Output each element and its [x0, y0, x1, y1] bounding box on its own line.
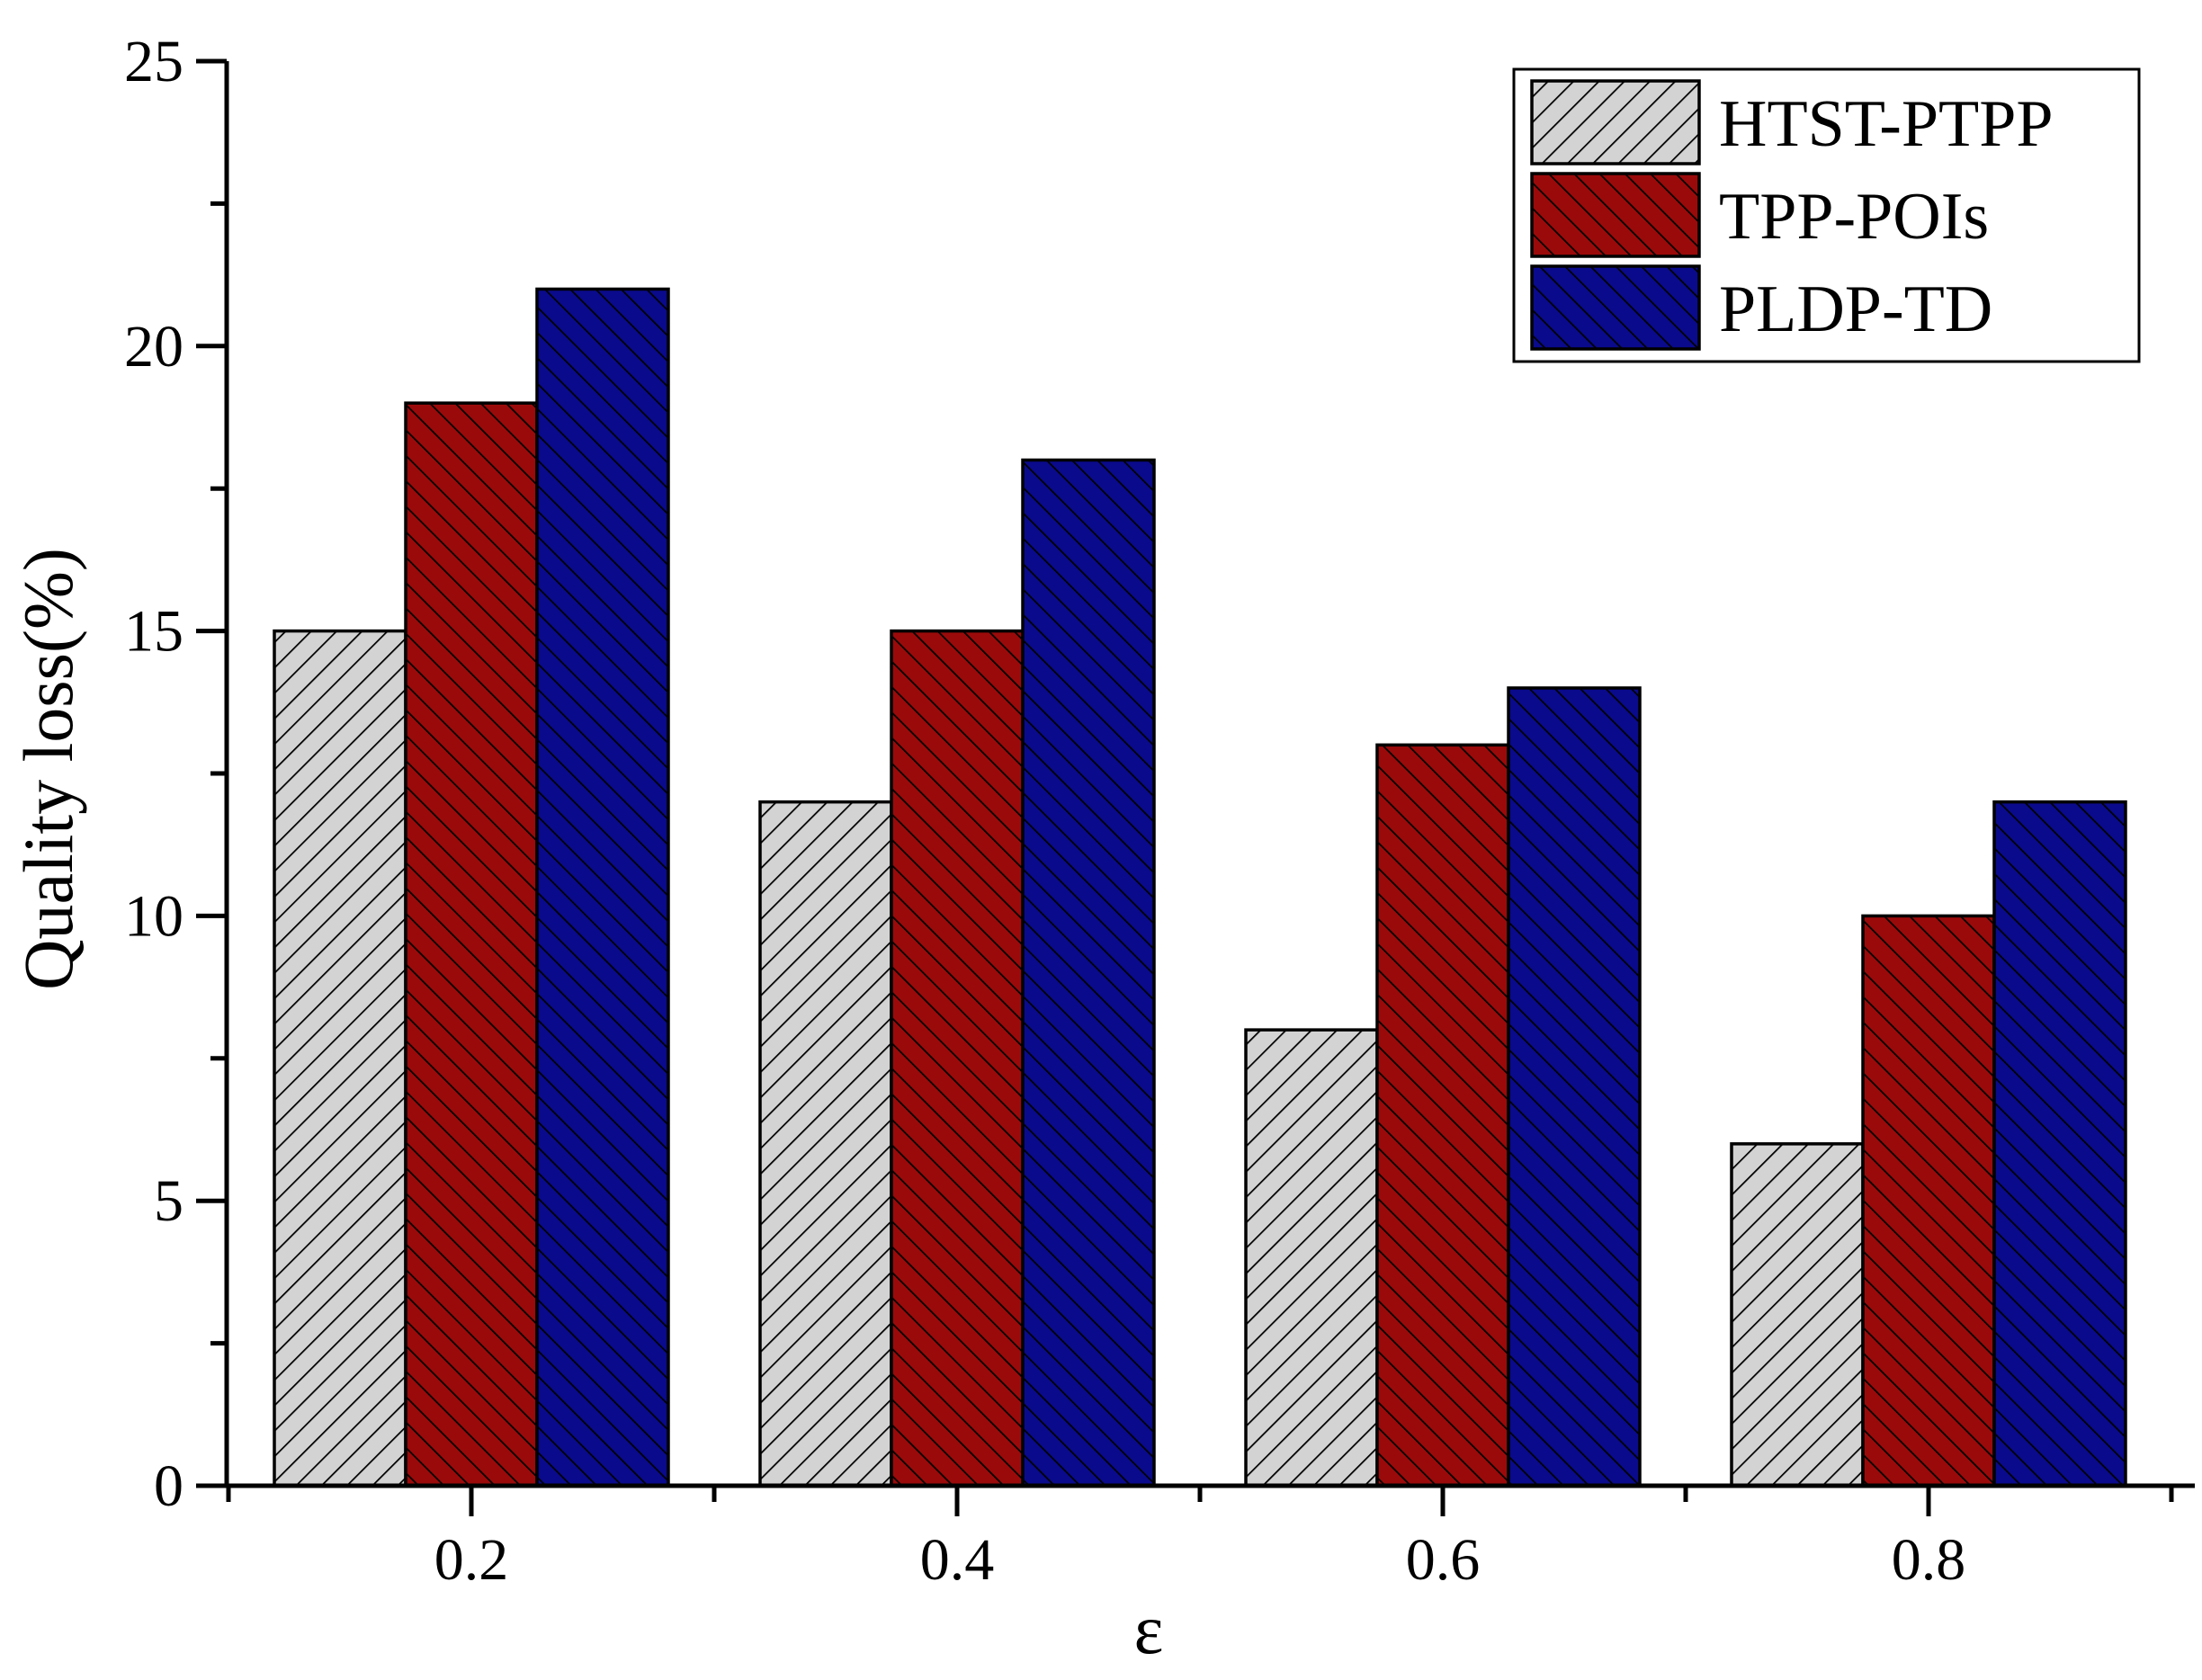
y-tick-label: 5: [154, 1168, 184, 1234]
x-axis-title: ε: [1134, 1590, 1164, 1668]
x-tick-label: 0.6: [1406, 1527, 1481, 1593]
x-tick-label: 0.2: [434, 1527, 509, 1593]
x-ticks: 0.2 0.4 0.6 0.8: [226, 1486, 2174, 1593]
bars-layer: [273, 287, 2127, 1488]
y-tick-label: 10: [124, 883, 184, 949]
bar-tpp-pois-0-2: [404, 401, 539, 1488]
bar-tpp-pois-0-6: [1375, 743, 1510, 1488]
legend-items: HTST-PTPP TPP-POIs PLDP-TD: [1530, 79, 2054, 351]
legend-label-htst-ptpp: HTST-PTPP: [1719, 87, 2054, 161]
bar-pldp-td-0-2: [535, 287, 670, 1488]
bar-htst-ptpp-0-6: [1244, 1028, 1379, 1488]
legend: HTST-PTPP TPP-POIs PLDP-TD: [1512, 67, 2141, 363]
bar-tpp-pois-0-4: [890, 629, 1025, 1488]
bar-htst-ptpp-0-4: [758, 800, 893, 1488]
bar-htst-ptpp-0-8: [1730, 1142, 1865, 1488]
legend-swatch-tpp-pois: [1530, 172, 1701, 258]
y-ticks: 0 5 10 15 20 25: [124, 29, 227, 1519]
legend-swatch-htst-ptpp: [1530, 79, 1701, 165]
bar-pldp-td-0-6: [1507, 686, 1642, 1488]
bar-pldp-td-0-8: [1992, 800, 2127, 1488]
x-tick-label: 0.4: [920, 1527, 995, 1593]
y-tick-label: 15: [124, 599, 184, 665]
y-tick-label: 25: [124, 29, 184, 94]
bar-tpp-pois-0-8: [1861, 914, 1996, 1488]
bar-pldp-td-0-4: [1021, 458, 1156, 1488]
legend-label-tpp-pois: TPP-POIs: [1719, 180, 1989, 254]
legend-label-pldp-td: PLDP-TD: [1719, 273, 1992, 346]
bar-htst-ptpp-0-2: [273, 629, 407, 1488]
y-tick-label: 20: [124, 314, 184, 380]
y-axis-title: Quality loss(%): [9, 548, 87, 990]
y-tick-label: 0: [154, 1453, 184, 1519]
legend-swatch-pldp-td: [1530, 264, 1701, 351]
x-tick-label: 0.8: [1892, 1527, 1966, 1593]
